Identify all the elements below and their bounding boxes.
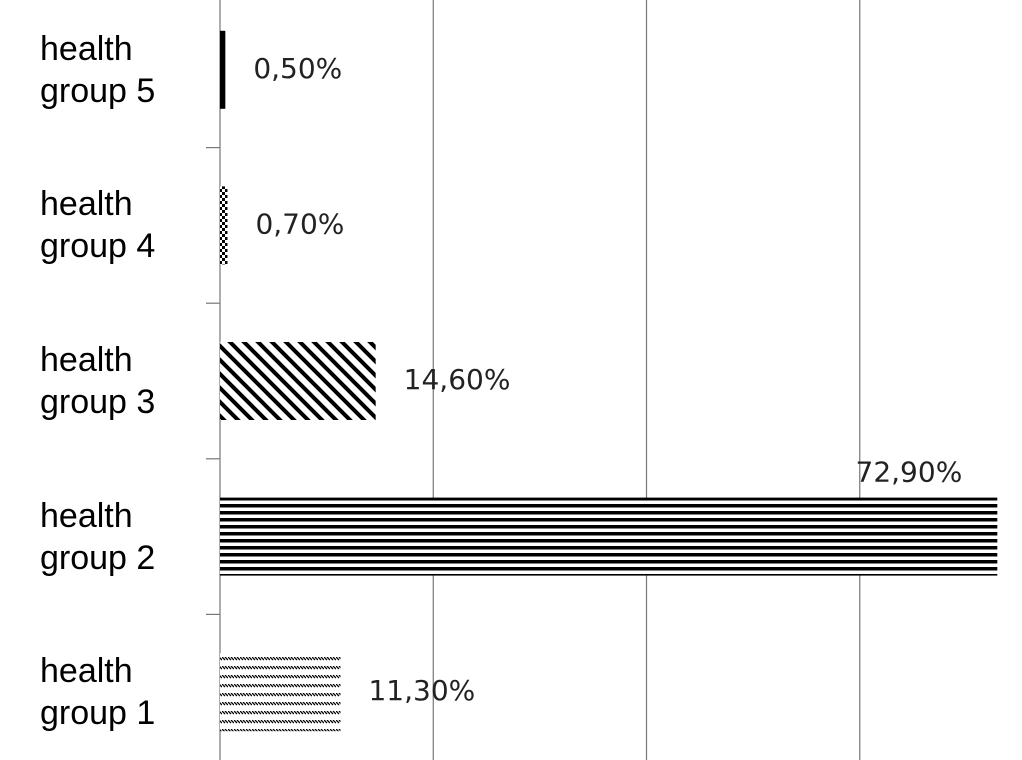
y-tick-label: health group 1 bbox=[40, 652, 156, 733]
bar bbox=[220, 653, 341, 732]
value-label: 0,70% bbox=[255, 207, 344, 240]
bar bbox=[220, 30, 226, 109]
y-tick-label: health group 2 bbox=[40, 496, 156, 577]
bar bbox=[220, 342, 376, 420]
bar bbox=[220, 186, 228, 265]
value-label: 72,90% bbox=[856, 456, 963, 489]
y-tick-label: health group 5 bbox=[40, 29, 156, 110]
value-label: 11,30% bbox=[368, 674, 475, 707]
y-tick-label: health group 3 bbox=[40, 341, 156, 421]
bar bbox=[220, 497, 998, 576]
value-label: 14,60% bbox=[404, 363, 511, 396]
y-tick-label: health group 4 bbox=[40, 185, 156, 266]
value-label: 0,50% bbox=[253, 52, 342, 85]
